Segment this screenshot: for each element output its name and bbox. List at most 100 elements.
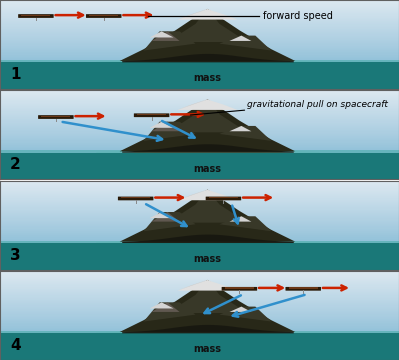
Bar	[121, 197, 150, 198]
Bar	[0, 334, 399, 336]
Bar	[0, 257, 399, 258]
Bar	[0, 42, 399, 44]
Bar	[0, 172, 399, 173]
Bar	[0, 154, 399, 155]
Bar	[0, 203, 399, 204]
Bar	[0, 79, 399, 80]
Bar	[0, 262, 399, 263]
Bar	[0, 327, 399, 328]
Polygon shape	[178, 9, 207, 19]
Bar	[0, 312, 399, 313]
Bar	[0, 117, 399, 118]
Bar	[0, 23, 399, 24]
Bar	[0, 199, 399, 201]
Bar	[0, 159, 399, 161]
Bar	[0, 267, 399, 269]
Bar	[0, 167, 399, 168]
Bar	[0, 325, 399, 327]
Bar	[0, 134, 399, 135]
Bar	[0, 213, 399, 214]
Bar	[0, 116, 399, 117]
Bar	[0, 239, 399, 240]
Bar	[0, 191, 399, 192]
Bar	[0, 2, 399, 3]
Polygon shape	[144, 31, 196, 50]
Bar	[0, 316, 399, 318]
Bar	[0, 232, 399, 233]
Bar	[0, 261, 399, 262]
Polygon shape	[168, 9, 247, 42]
Bar	[0, 125, 399, 126]
Bar	[0, 166, 399, 167]
Bar	[0, 234, 399, 235]
Bar	[0, 138, 399, 139]
Bar	[0, 46, 399, 47]
Bar	[0, 53, 399, 54]
Bar	[0, 90, 399, 91]
Bar	[0, 121, 399, 123]
Bar	[0, 15, 399, 17]
Polygon shape	[168, 99, 247, 132]
Bar	[0, 162, 399, 163]
Polygon shape	[168, 190, 247, 223]
Polygon shape	[178, 99, 207, 110]
Polygon shape	[229, 307, 251, 312]
Bar	[0, 252, 399, 253]
Bar	[0, 294, 399, 296]
Bar	[0, 108, 399, 109]
Bar	[0, 302, 399, 303]
Bar	[0, 256, 399, 257]
Bar	[41, 116, 70, 117]
Bar	[0, 169, 399, 170]
Polygon shape	[178, 99, 237, 110]
Bar	[0, 27, 399, 28]
Bar	[0, 4, 399, 5]
Bar	[0, 201, 399, 202]
Bar	[0, 61, 399, 62]
Bar	[0, 95, 399, 96]
Bar	[0, 49, 399, 50]
Bar	[0, 328, 399, 329]
Bar	[0, 240, 399, 241]
Polygon shape	[178, 280, 237, 291]
Polygon shape	[219, 216, 271, 231]
Bar	[0, 235, 399, 236]
Bar	[0, 229, 399, 230]
Bar	[0, 342, 399, 343]
Bar	[0, 139, 399, 140]
Bar	[0, 311, 399, 312]
Bar	[0, 271, 399, 272]
Bar	[0, 47, 399, 48]
Text: 2: 2	[10, 157, 21, 172]
Bar	[0, 86, 399, 87]
Bar	[0, 59, 399, 60]
Bar	[0, 341, 399, 342]
Bar	[0, 144, 399, 145]
Bar	[0, 152, 399, 153]
Bar	[0, 150, 399, 152]
Bar	[0, 297, 399, 298]
Bar	[0, 283, 399, 284]
Text: mass: mass	[194, 344, 221, 354]
Bar	[0, 120, 399, 121]
Polygon shape	[120, 99, 295, 151]
Polygon shape	[120, 9, 295, 61]
Bar	[0, 11, 399, 12]
Bar	[0, 333, 399, 334]
Bar	[0, 196, 399, 197]
Bar	[0, 273, 399, 274]
Bar	[0, 219, 399, 220]
Bar	[0, 58, 399, 59]
Bar	[0, 350, 399, 351]
Bar	[0, 266, 399, 267]
Bar	[0, 243, 399, 244]
Bar	[0, 170, 399, 172]
Bar	[0, 161, 399, 162]
Bar	[0, 347, 399, 348]
Bar	[0, 60, 399, 61]
Polygon shape	[144, 122, 196, 141]
Bar	[0, 140, 399, 141]
Bar	[0, 284, 399, 285]
Bar	[0, 19, 399, 20]
Bar	[0, 307, 399, 308]
